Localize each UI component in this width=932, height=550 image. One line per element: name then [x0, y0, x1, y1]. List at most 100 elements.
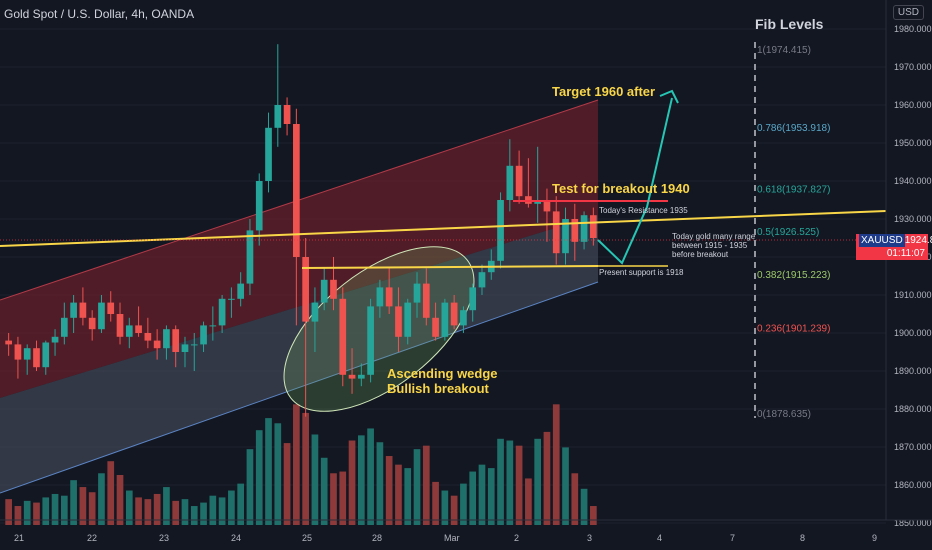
volume-bar: [125, 490, 133, 525]
price-tag-symbol: XAUUSD: [859, 234, 905, 247]
volume-bar: [79, 487, 87, 525]
candle: [320, 268, 328, 311]
volume-bar: [228, 490, 235, 525]
range-note-line-1: Today gold many range: [672, 232, 756, 241]
candle: [339, 287, 347, 387]
volume-bar: [460, 483, 467, 525]
candle: [543, 188, 551, 242]
volume-bar: [376, 442, 384, 525]
volume-bar: [330, 473, 337, 525]
volume-bar: [200, 502, 207, 525]
fib-level-label: 0.618(1937.827): [757, 184, 830, 195]
candle: [163, 325, 170, 360]
volume-bar: [293, 404, 300, 525]
x-tick-label: 7: [730, 533, 735, 543]
candle: [200, 321, 207, 352]
y-tick-label: 1850.000: [894, 518, 932, 528]
volume-bar: [552, 404, 560, 525]
candle: [218, 295, 226, 333]
volume-bar: [525, 478, 532, 525]
target-annotation: Target 1960 after: [552, 84, 655, 99]
y-tick-label: 1950.000: [894, 138, 932, 148]
candle: [515, 150, 523, 204]
candle: [172, 325, 180, 368]
volume-bar: [302, 412, 309, 525]
volume-bar: [320, 457, 328, 525]
volume-bar: [163, 487, 170, 525]
y-tick-label: 1900.000: [894, 328, 932, 338]
candle: [153, 329, 161, 360]
candle: [283, 97, 291, 136]
candle: [571, 203, 579, 261]
volume-bar: [469, 471, 477, 525]
volume-bar: [98, 473, 105, 525]
volume-bar: [107, 461, 115, 525]
currency-button[interactable]: USD: [892, 5, 924, 20]
candle: [14, 336, 22, 379]
candle: [51, 329, 59, 356]
candle: [422, 268, 430, 326]
candle: [348, 348, 356, 394]
candle: [441, 298, 449, 341]
candle: [413, 272, 421, 318]
x-tick-label: 4: [657, 533, 662, 543]
volume-bar: [432, 481, 439, 525]
x-tick-label: 3: [587, 533, 592, 543]
candle: [79, 287, 87, 326]
candle: [590, 207, 597, 246]
candle: [135, 306, 142, 337]
volume-bar: [413, 449, 421, 525]
candle: [357, 363, 365, 387]
volume-bar: [135, 497, 142, 525]
volume-bar: [237, 483, 245, 525]
x-tick-label: 25: [302, 533, 312, 543]
candle: [98, 295, 105, 333]
x-tick-label: 8: [800, 533, 805, 543]
volume-bar: [218, 497, 226, 525]
fib-level-label: 0.236(1901.239): [757, 323, 830, 334]
symbol-title[interactable]: Gold Spot / U.S. Dollar, 4h, OANDA: [4, 7, 195, 21]
fib-levels-title: Fib Levels: [755, 16, 824, 32]
candle: [385, 268, 393, 314]
candle: [367, 298, 374, 383]
arrow-head-icon: [659, 89, 679, 104]
y-tick-label: 1880.000: [894, 404, 932, 414]
x-tick-label: 28: [372, 533, 382, 543]
candle: [450, 295, 458, 330]
volume-bar: [543, 431, 551, 525]
candle: [376, 279, 384, 318]
candle: [209, 306, 217, 341]
volume-bar: [497, 438, 504, 525]
volume-bar: [265, 418, 272, 525]
y-tick-label: 1960.000: [894, 100, 932, 110]
volume-bar: [571, 473, 579, 525]
volume-bar: [580, 488, 588, 525]
candle: [552, 196, 560, 265]
resistance-annotation: Today's Resistance 1935: [599, 206, 688, 215]
candle: [246, 219, 254, 295]
volume-bar: [144, 499, 152, 525]
candle: [23, 344, 31, 375]
volume-histogram: [5, 404, 597, 525]
volume-bar: [209, 495, 217, 525]
time-axis[interactable]: 21 22 23 24 25 28 Mar 2 3 4 7 8 9: [14, 533, 877, 543]
volume-bar: [153, 493, 161, 525]
candle: [125, 317, 133, 349]
range-note-line-3: before breakout: [672, 250, 729, 259]
y-tick-label: 1890.000: [894, 366, 932, 376]
volume-bar: [478, 464, 486, 525]
candle: [469, 283, 477, 322]
volume-bar: [246, 449, 254, 525]
volume-bar: [367, 428, 374, 525]
bar-countdown: 01:11:07: [886, 248, 925, 259]
candle: [107, 291, 115, 322]
candle: [330, 257, 337, 311]
candle: [144, 317, 152, 349]
wedge-annotation-line-2: Bullish breakout: [387, 381, 490, 396]
support-line: [301, 265, 599, 269]
candle: [460, 306, 467, 333]
candle: [265, 112, 272, 193]
volume-bar: [60, 495, 68, 525]
volume-bar: [506, 440, 514, 525]
